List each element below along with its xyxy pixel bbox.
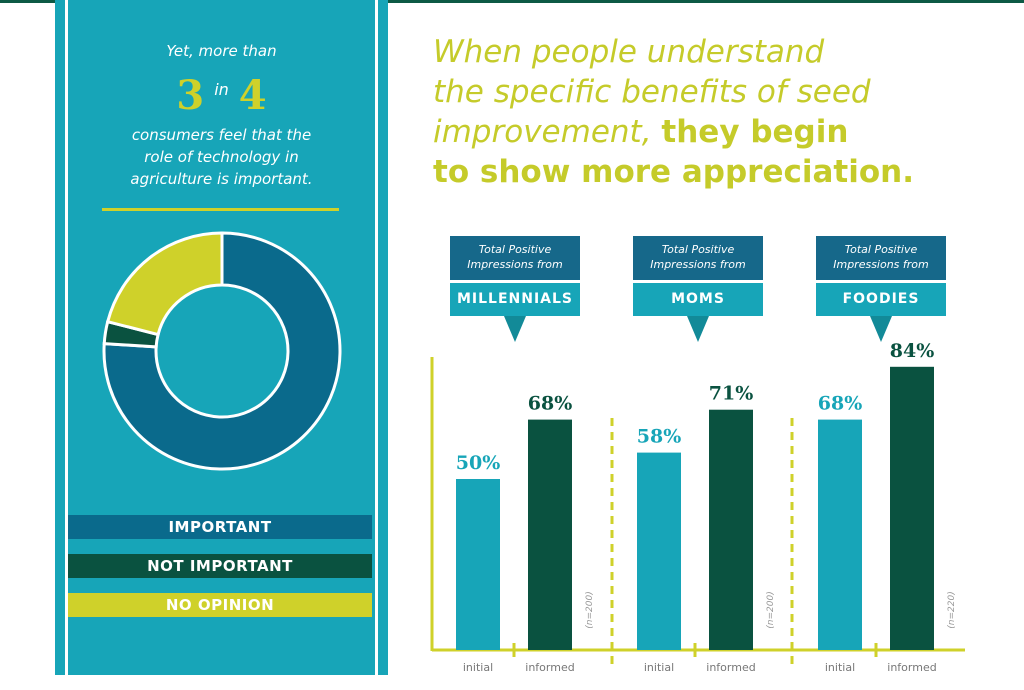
category-label: FOODIES <box>816 283 946 316</box>
value-label: 84% <box>890 340 935 362</box>
bar-foodies-informed <box>890 366 934 650</box>
intro-text: Yet, more than <box>166 42 277 60</box>
body-line: agriculture is important. <box>130 170 313 188</box>
callout-prefix: Total Positive Impressions from <box>633 236 763 280</box>
callout-moms: Total Positive Impressions from MOMS <box>633 236 763 342</box>
legend-not-important: NOT IMPORTANT <box>68 554 372 578</box>
value-label: 58% <box>637 426 682 448</box>
stat-numerator: 3 <box>176 72 205 119</box>
headline-bold: they begin <box>661 114 849 150</box>
callout-foodies: Total Positive Impressions from FOODIES <box>816 236 946 342</box>
top-rule <box>0 0 1024 3</box>
callout-prefix: Total Positive Impressions from <box>816 236 946 280</box>
headline-line: When people understand <box>433 34 825 70</box>
bar-moms-initial <box>637 452 681 650</box>
value-label: 71% <box>709 383 754 405</box>
body-line: consumers feel that the <box>131 126 312 144</box>
callout-prefix: Total Positive Impressions from <box>450 236 580 280</box>
bar-label: informed <box>525 661 574 674</box>
callout-millennials: Total Positive Impressions from MILLENNI… <box>450 236 580 342</box>
stat-3-in-4: 3 in 4 <box>55 72 388 119</box>
stat-denominator: 4 <box>238 72 267 119</box>
pointer-icon <box>504 316 526 342</box>
bar-label: initial <box>644 661 674 674</box>
donut-slice-no-opinion <box>105 231 224 337</box>
bar-label: initial <box>825 661 855 674</box>
headline: When people understand the specific bene… <box>433 32 914 192</box>
value-label: 68% <box>528 393 573 415</box>
bar-label: initial <box>463 661 493 674</box>
sample-size: (n=200) <box>766 591 776 628</box>
value-label: 68% <box>818 393 863 415</box>
category-label: MILLENNIALS <box>450 283 580 316</box>
pointer-icon <box>687 316 709 342</box>
headline-line: improvement, <box>433 114 652 150</box>
body-line: role of technology in <box>144 148 299 166</box>
value-label: 50% <box>456 452 501 474</box>
bar-millennials-informed <box>528 419 572 650</box>
stat-in: in <box>214 80 229 99</box>
bar-millennials-initial <box>456 479 500 650</box>
legend-important: IMPORTANT <box>68 515 372 539</box>
sample-size: (n=200) <box>585 591 595 628</box>
headline-bold: to show more appreciation. <box>433 154 914 190</box>
pointer-icon <box>870 316 892 342</box>
panel-border <box>65 0 378 675</box>
sample-size: (n=220) <box>947 591 957 628</box>
headline-line: the specific benefits of seed <box>433 74 871 110</box>
category-label: MOMS <box>633 283 763 316</box>
bar-label: informed <box>887 661 936 674</box>
bar-foodies-initial <box>818 419 862 650</box>
divider <box>102 208 339 211</box>
legend-no-opinion: NO OPINION <box>68 593 372 617</box>
bar-moms-informed <box>709 409 753 650</box>
bar-label: informed <box>706 661 755 674</box>
donut-slice-important <box>102 231 342 471</box>
